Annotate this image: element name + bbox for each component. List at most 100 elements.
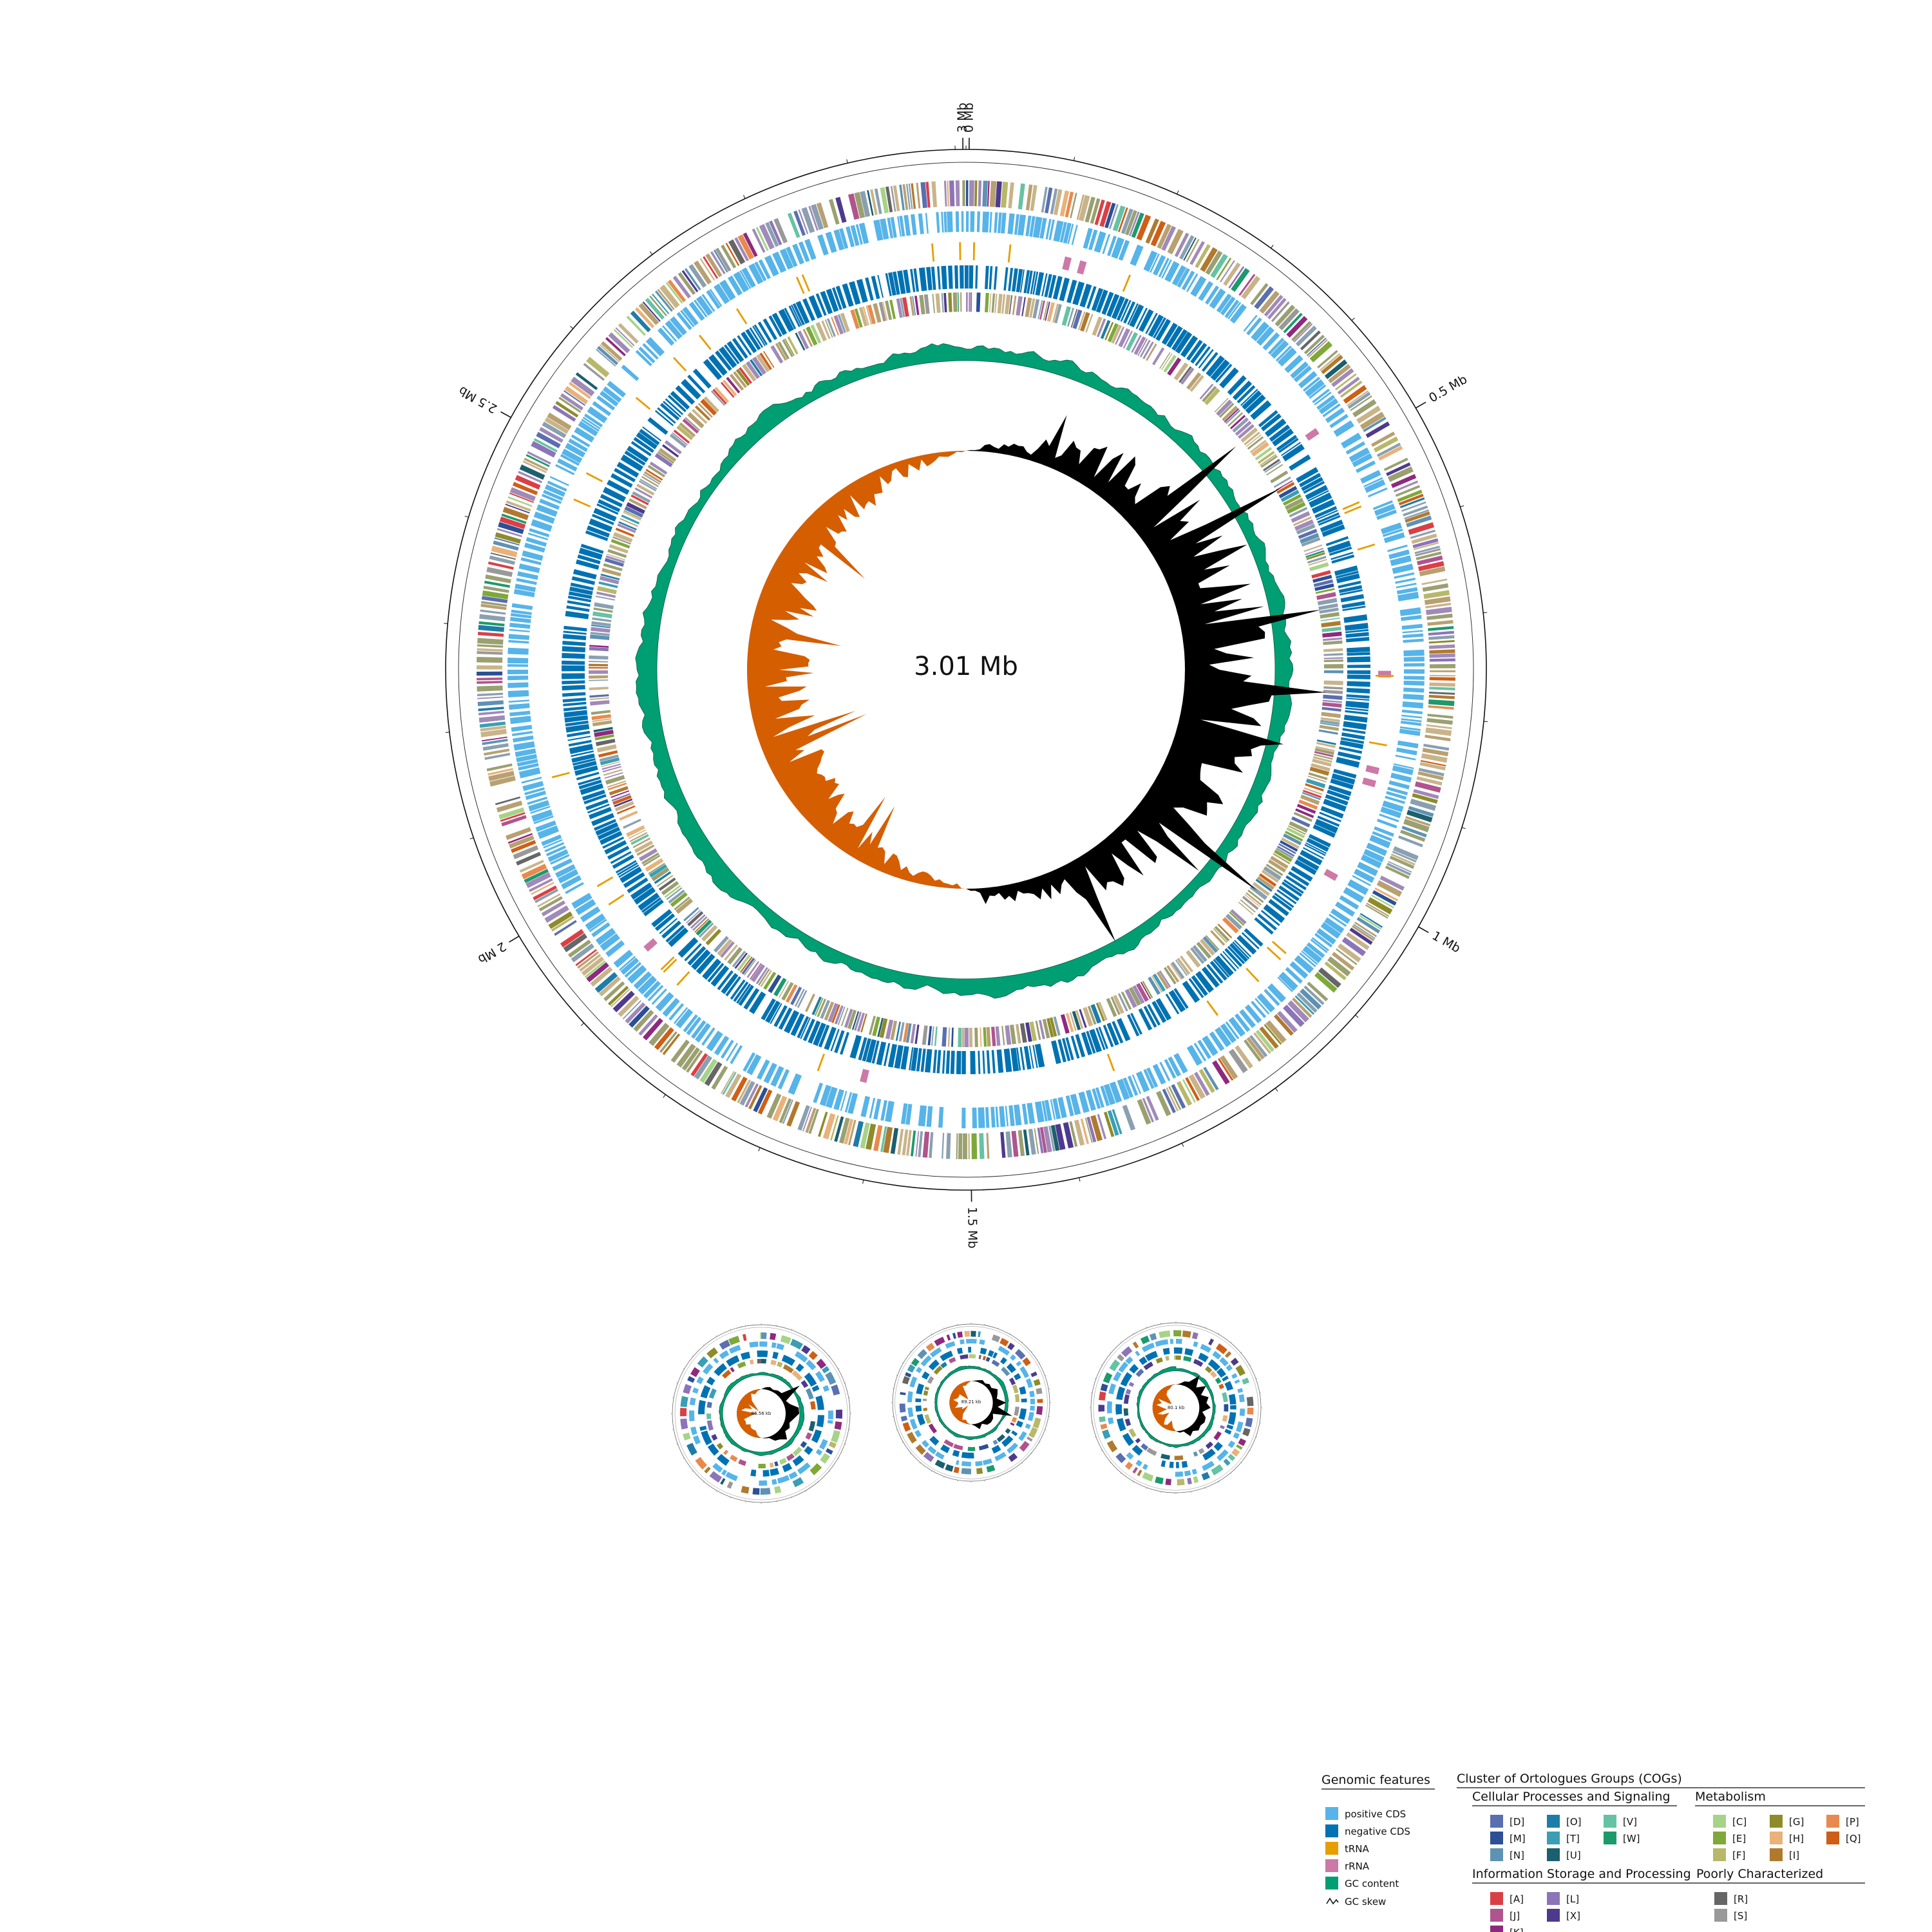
cog-feature-negative: [1276, 482, 1295, 494]
cog-feature-negative: [604, 772, 623, 779]
plasmid-tick: [931, 1470, 933, 1472]
cog-feature-negative: [1004, 294, 1011, 314]
cog-feature-negative: [1001, 1026, 1005, 1046]
negative-cds-feature: [893, 271, 900, 295]
negative-cds-feature: [1309, 492, 1332, 508]
cog-feature-negative: [686, 909, 701, 923]
negative-cds-feature: [792, 303, 805, 326]
scale-minor-tick: [569, 325, 574, 329]
positive-cds-feature: [999, 1106, 1006, 1127]
plasmid-positive-cds: [927, 1446, 937, 1455]
negative-cds-feature: [1023, 270, 1030, 294]
positive-cds-feature: [571, 434, 591, 448]
trna-feature: [1245, 967, 1260, 983]
negative-cds-feature: [1276, 435, 1298, 451]
positive-cds-feature: [1052, 1098, 1061, 1119]
cog-feature-positive: [1410, 529, 1436, 539]
plasmid-positive-cds: [1193, 1341, 1198, 1347]
negative-cds-feature: [1048, 274, 1057, 298]
cog-feature-positive: [1278, 308, 1300, 331]
cog-feature-positive: [1103, 1112, 1115, 1137]
negative-cds-feature: [1129, 304, 1144, 328]
positive-cds-feature: [533, 511, 555, 524]
cog-feature-negative: [868, 1016, 876, 1036]
cog-feature-positive: [498, 807, 525, 820]
cog-feature-negative: [615, 527, 634, 537]
positive-cds-feature: [1122, 1077, 1134, 1098]
cog-feature-negative: [770, 345, 784, 364]
plasmid-cog-positive: [1155, 1476, 1164, 1484]
negative-cds-feature: [665, 925, 685, 943]
legend-cog-swatch: [1547, 1848, 1560, 1861]
negative-cds-feature: [1258, 410, 1278, 428]
negative-cds-feature: [702, 958, 721, 980]
plasmid-negative-cds: [1213, 1441, 1223, 1452]
trna-feature: [1206, 1000, 1219, 1016]
plasmid-cog-positive: [1100, 1383, 1108, 1392]
cog-feature-positive: [802, 1106, 812, 1132]
cog-feature-positive: [688, 263, 707, 288]
positive-cds-feature: [1256, 326, 1274, 346]
cog-feature-positive: [890, 185, 896, 212]
positive-cds-feature: [1039, 218, 1047, 239]
positive-cds-feature: [676, 1009, 694, 1028]
negative-cds-feature: [1103, 1025, 1114, 1048]
plasmid-cog-negative: [1012, 1385, 1019, 1394]
negative-cds-feature: [931, 266, 936, 290]
plasmid-cog-positive: [825, 1448, 833, 1455]
scale-minor-tick: [444, 623, 448, 624]
positive-cds-feature: [1369, 835, 1391, 849]
cog-feature-positive: [477, 681, 503, 684]
negative-cds-feature: [985, 265, 989, 289]
negative-cds-feature: [562, 634, 587, 641]
cog-feature-negative: [1244, 431, 1260, 446]
plasmid-positive-cds: [1025, 1378, 1033, 1388]
negative-cds-feature: [950, 1050, 955, 1074]
positive-cds-feature: [589, 918, 607, 933]
positive-cds-feature: [890, 216, 897, 238]
negative-cds-feature: [1336, 757, 1360, 768]
cog-feature-positive: [947, 180, 949, 207]
negative-cds-feature: [624, 450, 646, 466]
negative-cds-feature: [1213, 959, 1230, 978]
cog-feature-positive: [922, 1132, 930, 1158]
cog-feature-positive: [586, 357, 610, 378]
positive-cds-feature: [1262, 332, 1280, 351]
cog-feature-positive: [529, 878, 553, 893]
cog-feature-negative: [1316, 739, 1336, 745]
negative-cds-feature: [1242, 390, 1262, 410]
negative-cds-feature: [986, 1050, 990, 1074]
cog-feature-negative: [1305, 550, 1325, 558]
cog-feature-positive: [860, 1122, 870, 1149]
cog-feature-negative: [1303, 787, 1323, 795]
plasmid-cog-positive: [899, 1403, 906, 1413]
cog-feature-positive: [484, 748, 510, 756]
positive-cds-feature: [1264, 989, 1280, 1007]
cog-feature-positive: [495, 796, 521, 806]
cog-feature-positive: [1408, 806, 1434, 817]
cog-feature-negative: [1180, 955, 1193, 973]
positive-cds-feature: [1306, 942, 1325, 958]
negative-cds-feature: [726, 341, 744, 363]
cog-feature-negative: [700, 399, 717, 416]
cog-feature-positive: [1389, 855, 1415, 869]
cog-feature-positive: [1283, 1004, 1305, 1027]
negative-cds-feature: [1311, 499, 1335, 514]
plasmid-cog-positive: [978, 1331, 981, 1338]
plasmid-positive-cds: [934, 1451, 945, 1460]
plasmid-negative-cds: [1217, 1367, 1226, 1378]
negative-cds-feature: [570, 582, 594, 591]
plasmid-positive-cds: [961, 1461, 971, 1467]
negative-cds-feature: [871, 1040, 880, 1064]
cog-feature-positive: [1174, 232, 1189, 258]
positive-cds-feature: [838, 228, 849, 249]
negative-cds-feature: [1325, 794, 1349, 806]
cog-feature-negative: [844, 1009, 853, 1028]
plasmid-cog-positive: [971, 1331, 976, 1337]
cog-feature-negative: [1146, 343, 1157, 361]
scale-minor-tick: [663, 1094, 666, 1098]
cog-feature-negative: [1222, 405, 1238, 422]
negative-cds-feature: [831, 287, 842, 310]
positive-cds-feature: [1014, 1104, 1022, 1126]
